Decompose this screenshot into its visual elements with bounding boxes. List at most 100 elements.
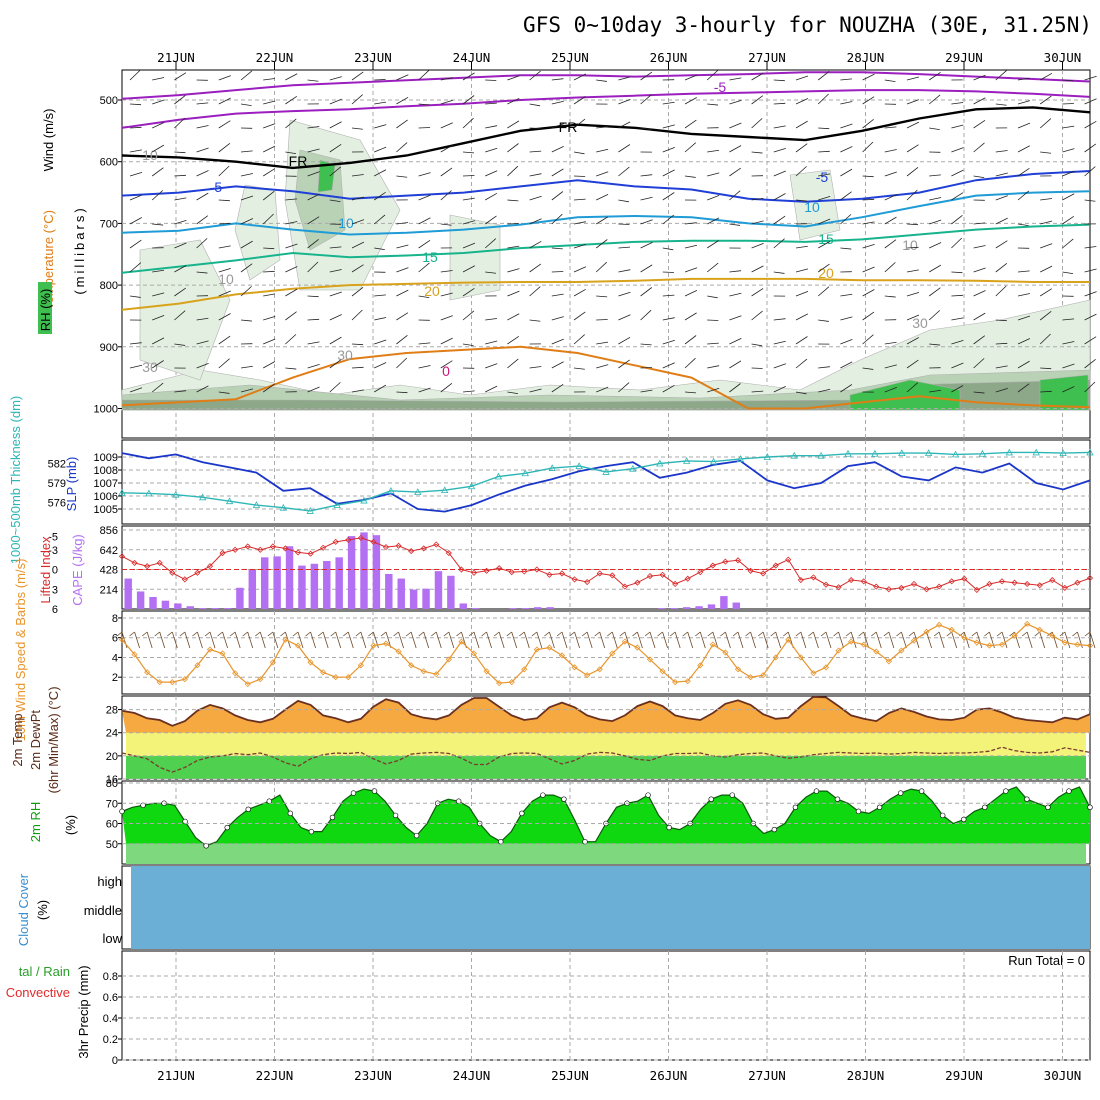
cape-bar [732, 602, 741, 609]
wind-barb [174, 117, 186, 129]
wind-barb-flag [594, 631, 600, 637]
wind-barb [1017, 122, 1031, 129]
wind-barb [1084, 268, 1097, 273]
y-tick-label: 0 [112, 1055, 118, 1067]
wind-barb [928, 264, 942, 273]
cape-bar [422, 588, 430, 609]
y-tick-label: 0.4 [103, 1013, 118, 1025]
wind-barb [1062, 386, 1075, 393]
rh-point [961, 816, 967, 823]
thickness-point [198, 493, 207, 501]
wind-barb-flag [255, 631, 261, 637]
wind-barb [1062, 363, 1075, 369]
cape-bar [695, 606, 703, 609]
rh-point [540, 792, 546, 798]
y-tick-label: 0.2 [103, 1034, 118, 1046]
contour-label: 20 [818, 265, 834, 281]
wind-barb [906, 121, 920, 129]
wind-speed-point [672, 679, 679, 686]
wind-speed-line [121, 623, 1091, 685]
wind-barb-flag [669, 631, 676, 637]
wind-barb [773, 102, 786, 105]
li-point [181, 576, 188, 583]
y-tick-label: 0.8 [103, 971, 118, 983]
wind-barb [818, 173, 831, 177]
wind-barb [995, 217, 1008, 225]
wind-barb [484, 238, 497, 249]
wind-barb [218, 268, 231, 273]
wind-speed-point [408, 662, 415, 669]
wind-barb [1040, 220, 1053, 225]
wind-barb [737, 631, 744, 649]
cape-bar [285, 546, 294, 609]
wind-barb [196, 147, 209, 153]
wind-barb [529, 388, 542, 393]
wind-barb [707, 295, 718, 299]
wind-barb-flag [757, 631, 764, 637]
thickness-point [682, 457, 691, 464]
wind-barb [618, 246, 631, 249]
wind-speed-point [395, 648, 402, 655]
wind-barb [618, 269, 631, 273]
li-point [533, 566, 540, 573]
wind-barb [1064, 631, 1071, 649]
wind-speed-point [835, 647, 842, 654]
wind-barb [462, 117, 474, 129]
wind-speed-point [584, 672, 591, 679]
wind-barb [662, 124, 675, 129]
wind-barb-flag [229, 631, 236, 637]
wind-barb [351, 196, 365, 201]
wind-10m-panel: 2 4 6 8 [112, 613, 1096, 688]
wind-barb [795, 166, 807, 177]
wind-barb-flag [179, 631, 186, 637]
wind-barb [611, 631, 618, 649]
rh-point [1045, 804, 1051, 810]
wind-barb [310, 631, 316, 649]
wind-barb [551, 100, 564, 105]
cape-bar [323, 561, 331, 609]
rh-point [287, 810, 294, 817]
wind-barb [840, 316, 853, 321]
rh-point [519, 810, 525, 817]
wind-barb [729, 100, 742, 105]
wind-barb [462, 151, 474, 154]
wind-barb [218, 97, 231, 105]
wind-barb [863, 631, 870, 649]
isotherm-teal [121, 223, 1091, 274]
wind-barb [329, 199, 341, 203]
wind-barb [551, 213, 563, 225]
wind-barb [240, 388, 254, 393]
wind-speed-point [848, 638, 855, 645]
li-tick-label: -5 [48, 532, 58, 544]
li-point [785, 556, 792, 563]
wind-barb [596, 193, 609, 201]
wind-barb [995, 172, 1008, 177]
wind-barb [884, 216, 897, 225]
wind-barb-flag [418, 631, 424, 637]
thickness-tick-label: 576 [48, 498, 66, 510]
wind-barb [1084, 246, 1097, 249]
wind-barb [551, 123, 564, 129]
wind-speed-point [232, 670, 239, 677]
wind-barb-flag [556, 631, 563, 637]
wind-barb [951, 385, 964, 393]
wind-speed-point [332, 674, 339, 681]
li-point [307, 550, 314, 557]
wind-barb [329, 382, 341, 393]
wind-barb [507, 313, 520, 321]
cloud-cover-label: Cloud Cover [16, 873, 31, 946]
rh2m-unit-label: (%) [63, 815, 78, 835]
wind-barb [973, 74, 986, 81]
wind-speed-point [822, 664, 830, 671]
wind-barb [618, 314, 631, 321]
wind-barb [773, 238, 785, 249]
wind-barb [1084, 75, 1097, 81]
wind-barb-flag [506, 631, 512, 637]
wind-speed-point [1036, 626, 1043, 633]
wind-barb [684, 335, 697, 345]
wind-barb [507, 268, 520, 273]
wind-barb [209, 631, 216, 649]
wind-barb [507, 245, 520, 249]
y-tick-label: 500 [100, 95, 118, 107]
wind-barb [973, 335, 986, 345]
